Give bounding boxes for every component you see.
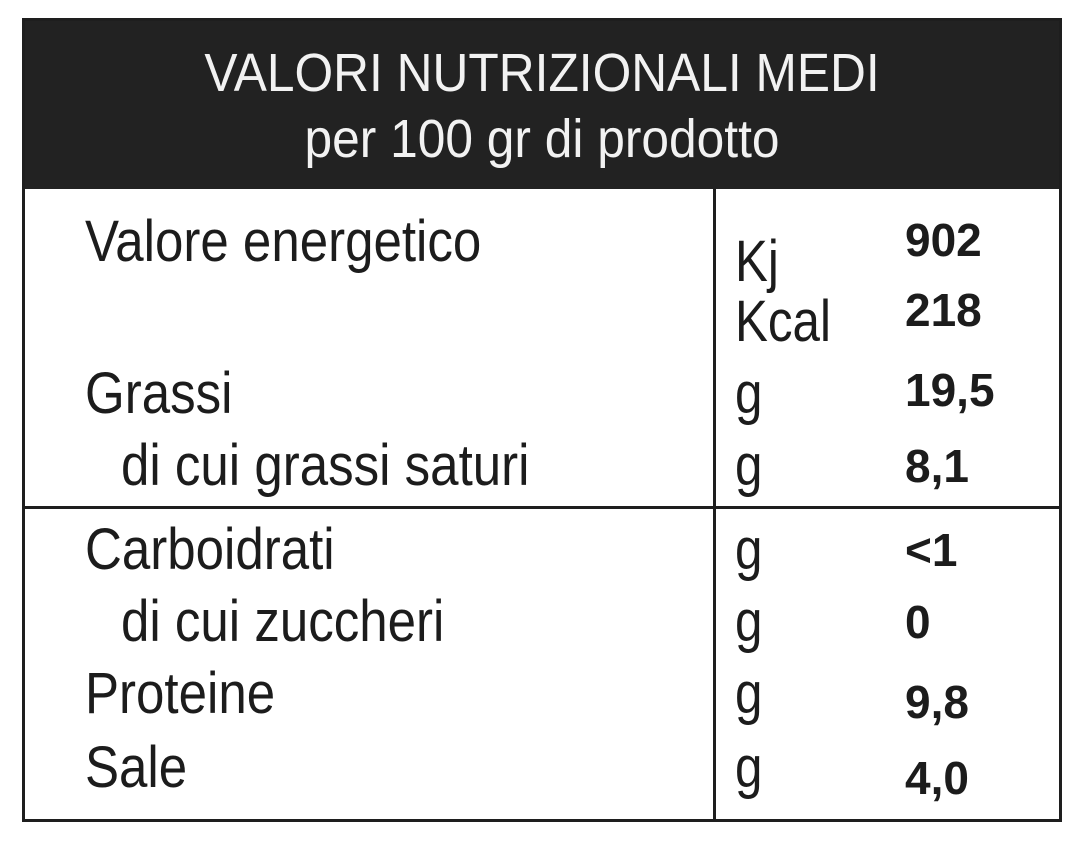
nutrient-value: 4,0 — [905, 752, 969, 804]
row-energy-kj: Valore energetico Kj 902 — [25, 207, 1059, 294]
row-carbohydrates: Carboidrati g <1 — [25, 515, 1059, 585]
nutrient-name: Proteine — [85, 661, 276, 726]
nutrient-value: 9,8 — [905, 676, 969, 728]
row-sugars: di cui zuccheri g 0 — [25, 587, 1059, 657]
nutrient-unit: g — [735, 735, 763, 800]
nutrient-value: 0 — [905, 596, 931, 648]
nutrient-unit: g — [735, 433, 763, 498]
section-divider — [25, 506, 1059, 509]
row-energy-kcal: Kcal 218 — [25, 279, 1059, 354]
nutrient-unit: Kj — [735, 229, 779, 294]
label-title: VALORI NUTRIZIONALI MEDI — [204, 43, 880, 103]
nutrient-unit: g — [735, 589, 763, 654]
row-saturated-fat: di cui grassi saturi g 8,1 — [25, 431, 1059, 501]
nutrient-name: Valore energetico — [85, 209, 482, 274]
nutrient-value: 8,1 — [905, 440, 969, 492]
nutrient-unit: g — [735, 661, 763, 726]
nutrient-value: 19,5 — [905, 364, 995, 416]
nutrient-name: di cui grassi saturi — [121, 433, 530, 498]
nutrient-value: <1 — [905, 524, 958, 576]
row-protein: Proteine g 9,8 — [25, 659, 1059, 729]
nutrient-value: 902 — [905, 214, 982, 266]
nutrient-name: di cui zuccheri — [121, 589, 445, 654]
column-divider — [713, 189, 716, 822]
nutrient-name: Grassi — [85, 361, 233, 426]
nutrient-name: Carboidrati — [85, 517, 335, 582]
row-fat: Grassi g 19,5 — [25, 359, 1059, 429]
nutrient-unit: g — [735, 517, 763, 582]
label-subtitle: per 100 gr di prodotto — [304, 109, 780, 169]
nutrient-name: Sale — [85, 735, 188, 800]
nutrient-unit: Kcal — [735, 289, 831, 354]
nutrient-value: 218 — [905, 284, 982, 336]
nutrient-unit: g — [735, 361, 763, 426]
label-header: VALORI NUTRIZIONALI MEDI per 100 gr di p… — [25, 21, 1059, 189]
nutrition-label: VALORI NUTRIZIONALI MEDI per 100 gr di p… — [22, 18, 1062, 822]
row-salt: Sale g 4,0 — [25, 733, 1059, 804]
